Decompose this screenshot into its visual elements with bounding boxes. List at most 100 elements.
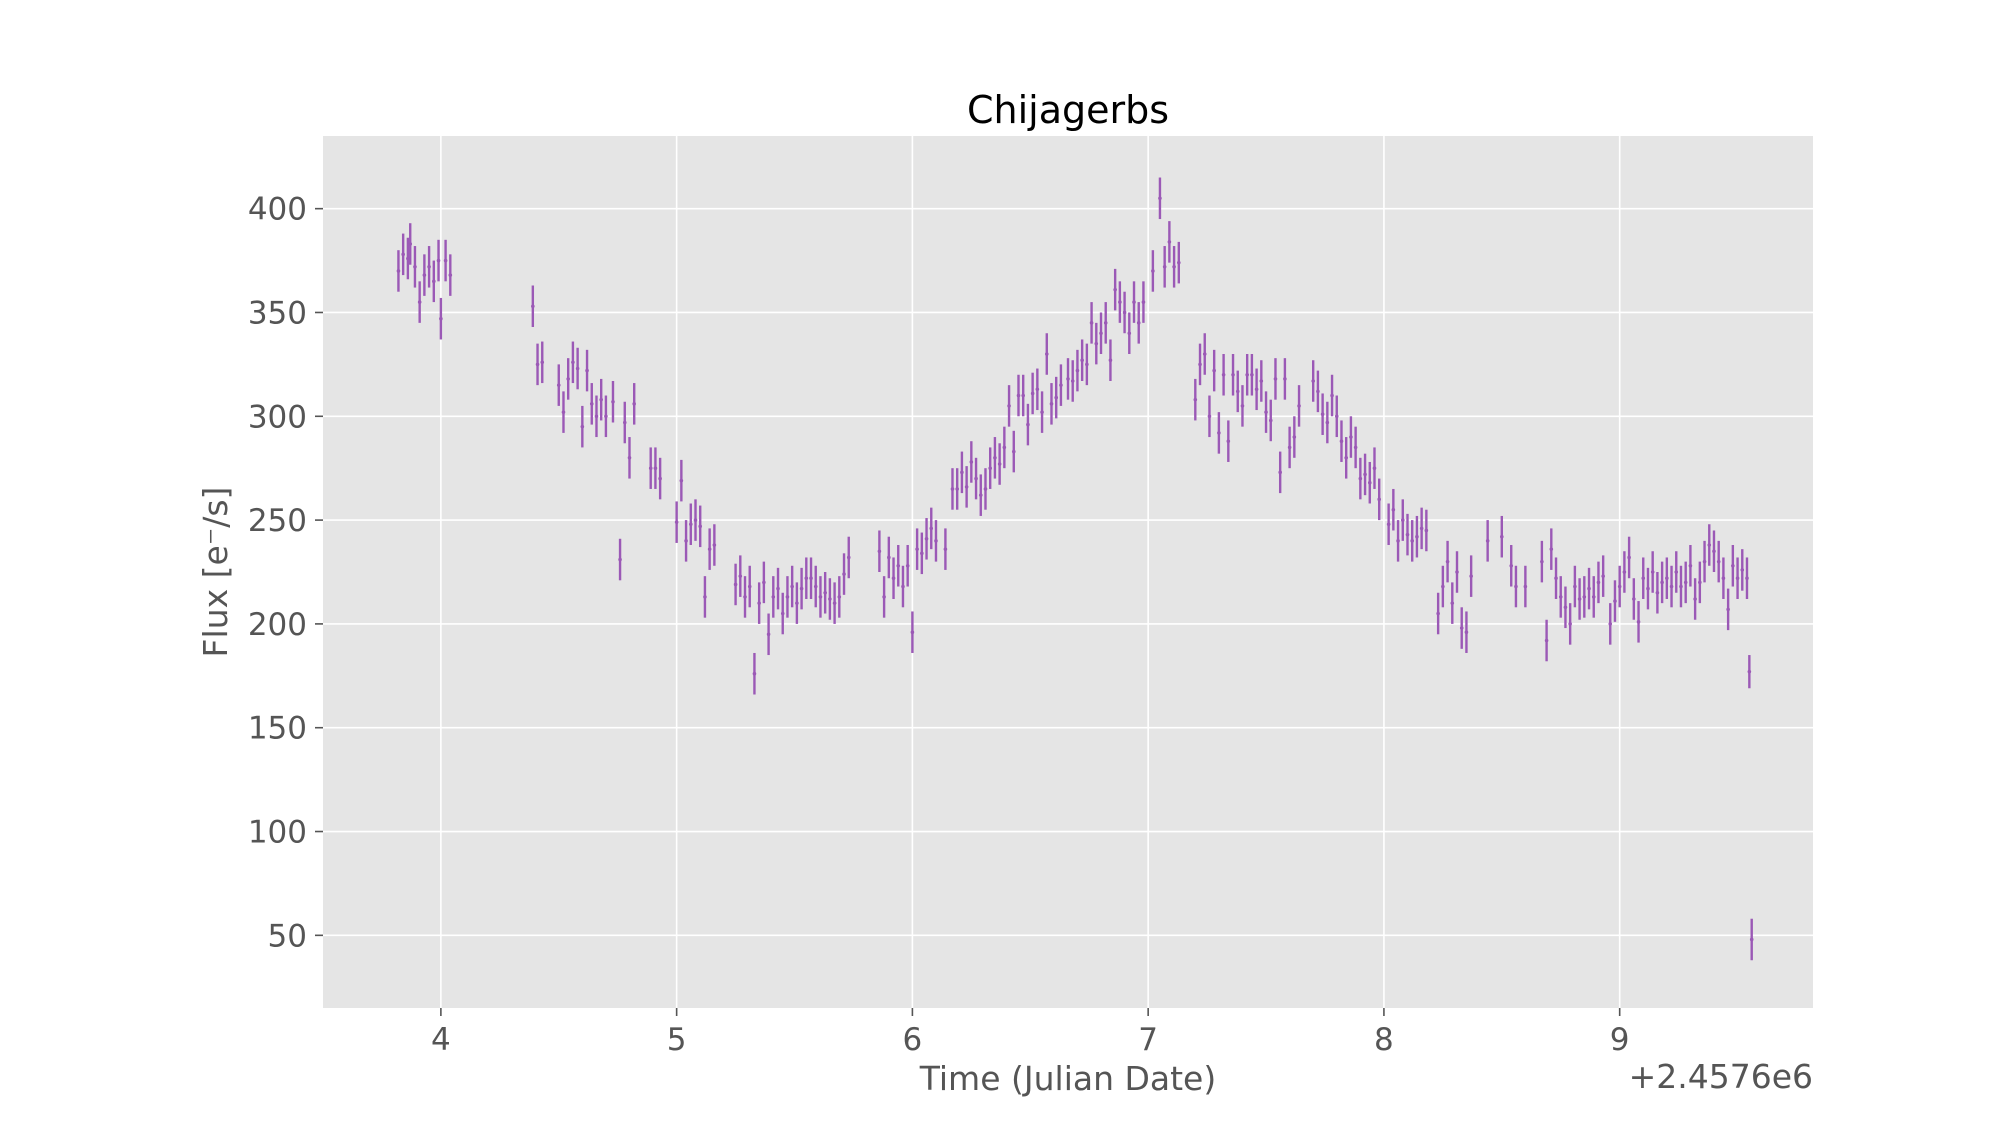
point-marker: [1113, 287, 1117, 292]
point-marker: [813, 584, 818, 589]
data-point: [604, 395, 608, 438]
data-point: [1582, 576, 1587, 618]
data-point: [1617, 565, 1622, 608]
point-marker: [1745, 576, 1749, 581]
data-point: [684, 520, 688, 562]
data-point: [1202, 333, 1207, 375]
point-marker: [1573, 584, 1577, 589]
data-point: [556, 364, 561, 406]
data-point: [1113, 268, 1117, 311]
point-marker: [997, 462, 1002, 466]
data-point: [396, 250, 401, 292]
data-point: [1646, 567, 1650, 610]
data-point: [1698, 561, 1702, 604]
point-marker: [988, 466, 992, 470]
data-point: [1731, 545, 1735, 587]
point-marker: [1283, 377, 1287, 381]
data-points: [396, 177, 1754, 961]
data-point: [535, 343, 540, 386]
data-point: [1292, 416, 1297, 458]
point-marker: [1339, 439, 1344, 444]
y-tick-label: 350: [248, 295, 307, 331]
point-marker: [627, 456, 632, 460]
point-marker: [1367, 480, 1372, 485]
data-point: [1122, 291, 1127, 334]
data-point: [804, 557, 809, 599]
point-marker: [1151, 269, 1155, 273]
point-marker: [1264, 410, 1268, 414]
data-point: [1297, 385, 1301, 427]
point-marker: [1075, 368, 1080, 373]
data-point: [427, 246, 431, 288]
data-point: [901, 565, 905, 608]
data-point: [1568, 603, 1572, 645]
point-marker: [1485, 539, 1490, 543]
point-marker: [1540, 559, 1544, 564]
point-marker: [707, 547, 712, 551]
point-marker: [950, 487, 955, 491]
data-point: [1193, 378, 1198, 421]
point-marker: [540, 360, 545, 365]
data-point: [1707, 524, 1712, 566]
point-marker: [561, 410, 566, 414]
point-marker: [804, 576, 809, 581]
data-point: [964, 466, 969, 508]
data-point: [762, 561, 766, 604]
data-point: [1054, 376, 1059, 419]
data-point: [1679, 565, 1683, 608]
x-tick-label: 8: [1374, 1022, 1394, 1058]
point-marker: [1455, 570, 1459, 574]
point-marker: [698, 524, 703, 529]
data-point: [1469, 555, 1473, 597]
data-point: [978, 474, 983, 516]
point-marker: [1735, 576, 1740, 581]
point-marker: [1596, 580, 1601, 585]
point-marker: [1410, 539, 1415, 543]
y-tick-label: 300: [248, 399, 307, 435]
data-point: [837, 576, 842, 618]
point-marker: [818, 595, 823, 599]
point-marker: [1044, 352, 1049, 356]
data-point: [1455, 551, 1459, 593]
data-point: [790, 565, 794, 608]
point-marker: [1660, 580, 1664, 585]
point-marker: [1226, 439, 1231, 444]
data-point: [658, 457, 662, 500]
point-marker: [1212, 368, 1216, 373]
y-tick-label: 100: [248, 815, 307, 851]
point-marker: [417, 300, 422, 304]
point-marker: [413, 265, 417, 269]
point-marker: [969, 460, 974, 464]
y-axis-label: Flux [e⁻/s]: [196, 487, 235, 658]
data-point: [1554, 557, 1558, 599]
point-marker: [1026, 422, 1030, 427]
point-marker: [1698, 580, 1702, 585]
data-point: [531, 285, 535, 328]
data-point: [950, 468, 955, 510]
data-point: [1226, 420, 1231, 462]
data-point: [1250, 354, 1254, 396]
point-marker: [688, 522, 693, 527]
data-point: [439, 297, 443, 340]
point-marker: [1040, 410, 1044, 414]
data-point: [585, 349, 589, 392]
data-point: [905, 545, 910, 587]
data-point: [1740, 549, 1745, 591]
data-point: [771, 576, 776, 618]
data-point: [974, 457, 978, 500]
data-point: [993, 437, 997, 479]
data-point: [443, 239, 448, 282]
data-point: [1132, 281, 1136, 323]
data-point: [1103, 302, 1108, 344]
data-point: [1283, 358, 1287, 400]
data-point: [1747, 655, 1752, 689]
point-marker: [1311, 379, 1315, 383]
point-marker: [1316, 389, 1320, 394]
point-marker: [790, 584, 794, 589]
data-point: [1745, 557, 1749, 599]
data-point: [575, 347, 580, 390]
data-point: [1591, 576, 1596, 618]
point-marker: [1587, 586, 1591, 591]
data-point: [1464, 611, 1469, 653]
point-marker: [1665, 576, 1669, 581]
